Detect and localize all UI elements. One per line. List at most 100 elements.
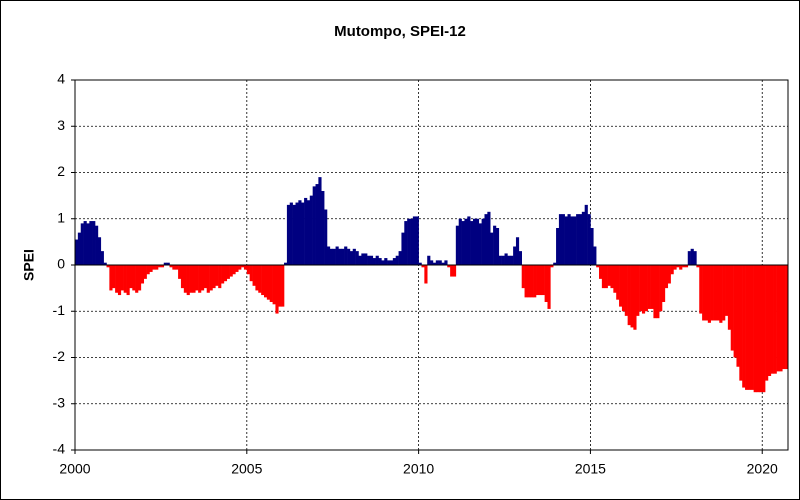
- chart-title: Mutompo, SPEI-12: [334, 23, 466, 40]
- bar: [604, 265, 608, 289]
- bar: [530, 265, 534, 298]
- bar: [427, 255, 431, 265]
- bar: [180, 265, 185, 289]
- bar: [722, 265, 726, 321]
- x-tick-label: 2005: [231, 461, 262, 477]
- bar: [702, 265, 706, 321]
- bar: [175, 265, 179, 270]
- bar: [341, 248, 345, 265]
- bar: [561, 214, 565, 265]
- bar: [452, 265, 457, 277]
- bar: [536, 265, 540, 296]
- bar: [719, 265, 723, 323]
- bar: [736, 265, 740, 367]
- bar: [590, 228, 594, 265]
- bar: [550, 265, 554, 268]
- bar: [338, 248, 342, 265]
- bar: [160, 265, 165, 268]
- bar: [206, 265, 210, 293]
- bar: [432, 262, 437, 265]
- bar: [263, 265, 268, 298]
- bar: [332, 248, 336, 265]
- bar: [275, 265, 279, 314]
- bar: [621, 265, 626, 312]
- bar: [372, 258, 376, 265]
- bar: [616, 265, 620, 300]
- bar: [696, 265, 700, 268]
- bar: [281, 265, 285, 307]
- bar: [223, 265, 228, 282]
- bar: [759, 265, 763, 393]
- bar: [212, 265, 216, 289]
- bar: [676, 265, 680, 268]
- x-tick-label: 2010: [403, 461, 434, 477]
- bar: [301, 202, 305, 265]
- bar: [624, 265, 628, 316]
- bar: [576, 214, 580, 265]
- bar: [730, 265, 734, 351]
- bar: [653, 265, 657, 319]
- bar: [470, 221, 474, 265]
- bar: [321, 191, 325, 265]
- bar: [178, 265, 182, 279]
- bar: [415, 216, 419, 265]
- bar: [329, 248, 334, 265]
- bar: [447, 265, 451, 268]
- bar: [410, 218, 414, 265]
- bar: [123, 265, 127, 293]
- bar: [739, 265, 743, 381]
- plot-frame: [74, 79, 789, 451]
- bar: [553, 262, 557, 265]
- bar: [215, 265, 219, 286]
- bar: [249, 265, 253, 282]
- bar: [129, 265, 133, 289]
- bar: [762, 265, 766, 393]
- bar: [430, 260, 434, 265]
- bar: [510, 255, 514, 265]
- bar: [315, 184, 319, 265]
- bar: [584, 204, 588, 265]
- bar: [733, 265, 737, 358]
- bar: [143, 265, 147, 279]
- bar: [710, 265, 714, 321]
- bar: [183, 265, 187, 293]
- bar: [753, 265, 757, 393]
- bar: [115, 265, 119, 293]
- bar: [490, 232, 494, 265]
- bar: [524, 265, 528, 298]
- bar: [387, 260, 391, 265]
- bar: [189, 265, 193, 293]
- bar: [198, 265, 202, 293]
- bar: [670, 265, 674, 275]
- bar: [567, 214, 571, 265]
- bar: [656, 265, 660, 319]
- bar: [438, 260, 442, 265]
- bar: [607, 265, 611, 286]
- bar: [687, 251, 691, 265]
- bar: [358, 255, 362, 265]
- bar: [335, 246, 339, 265]
- bar: [610, 265, 614, 289]
- bar: [547, 265, 551, 309]
- bar: [318, 177, 322, 265]
- bar: [461, 221, 465, 265]
- bar: [647, 265, 651, 309]
- bar: [682, 265, 686, 268]
- bar: [513, 246, 517, 265]
- bar: [533, 265, 537, 298]
- y-tick-label: 2: [57, 163, 65, 179]
- bar: [398, 251, 402, 265]
- bar: [295, 202, 299, 265]
- bar: [782, 265, 786, 370]
- bar: [587, 214, 591, 265]
- bar: [473, 218, 477, 265]
- bar: [487, 211, 491, 265]
- bar: [650, 265, 654, 309]
- bar: [507, 255, 511, 265]
- bar: [690, 248, 694, 265]
- bar: [673, 265, 677, 270]
- bar: [464, 218, 468, 265]
- bar: [312, 186, 316, 265]
- bar: [756, 265, 760, 393]
- bar: [86, 223, 90, 265]
